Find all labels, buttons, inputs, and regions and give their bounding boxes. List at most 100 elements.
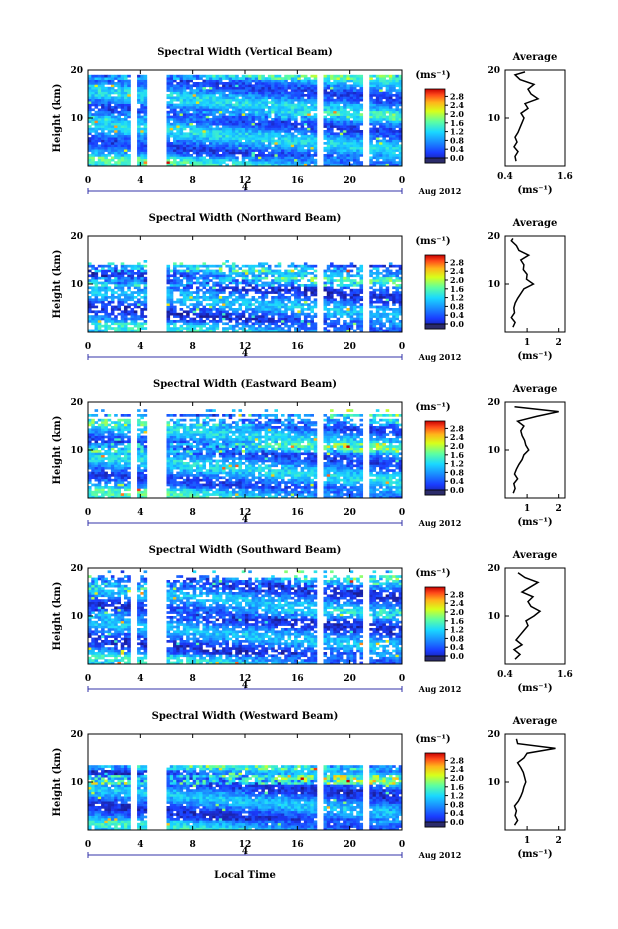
heatmap-cell <box>110 158 115 162</box>
heatmap-cell <box>91 303 95 306</box>
heatmap-cell <box>218 127 223 131</box>
heatmap-cell <box>313 91 318 95</box>
heatmap-cell <box>313 115 318 119</box>
heatmap-cell <box>248 151 252 155</box>
heatmap-cell <box>343 98 347 102</box>
heatmap-cell <box>330 308 334 311</box>
heatmap-cell <box>127 312 131 316</box>
heatmap-cell <box>104 272 108 275</box>
heatmap-cell <box>372 315 377 318</box>
heatmap-cell <box>277 272 282 275</box>
heatmap-cell <box>202 132 207 136</box>
heatmap-cell <box>339 327 344 330</box>
heatmap-cell <box>94 291 99 294</box>
heatmap-cell <box>202 146 207 150</box>
heatmap-cell <box>245 108 249 112</box>
heatmap-cell <box>336 127 341 131</box>
heatmap-cell <box>303 120 308 124</box>
heatmap-cell <box>104 296 108 299</box>
heatmap-cell <box>169 286 174 290</box>
heatmap-cell <box>382 139 386 143</box>
heatmap-cell <box>110 281 115 285</box>
heatmap-cell <box>297 320 301 323</box>
heatmap-cell <box>310 276 314 280</box>
heatmap-cell <box>248 84 252 88</box>
heatmap-cell <box>130 298 135 302</box>
heatmap-cell <box>94 276 99 280</box>
heatmap-cell <box>349 77 354 80</box>
heatmap-cell <box>382 110 386 114</box>
heatmap-cell <box>199 84 203 88</box>
heatmap-cell <box>264 296 269 299</box>
heatmap-cell <box>339 142 344 145</box>
heatmap-cell <box>212 113 216 116</box>
heatmap-cell <box>140 139 144 143</box>
heatmap-cell <box>310 84 314 88</box>
heatmap-cell <box>199 269 203 273</box>
heatmap-cell <box>349 296 354 299</box>
heatmap-cell <box>385 267 390 270</box>
heatmap-cell <box>388 79 393 83</box>
heatmap-cell <box>186 305 190 309</box>
heatmap-cell <box>225 158 229 162</box>
heatmap-cell <box>176 156 180 160</box>
heatmap-cell <box>313 154 318 157</box>
heatmap-cell <box>205 281 210 285</box>
heatmap-cell <box>385 303 390 306</box>
heatmap-cell <box>186 158 190 162</box>
heatmap-cell <box>258 269 262 273</box>
heatmap-cell <box>173 286 177 290</box>
heatmap-cell <box>101 267 105 270</box>
heatmap-cell <box>398 310 403 314</box>
heatmap-cell <box>140 327 144 330</box>
heatmap-cell <box>140 94 144 97</box>
heatmap-cell <box>140 303 144 306</box>
heatmap-cell <box>228 317 233 321</box>
heatmap-cell <box>173 132 177 136</box>
heatmap-cell <box>379 281 383 285</box>
heatmap-cell <box>179 279 184 282</box>
heatmap-cell <box>349 137 354 140</box>
heatmap-cell <box>267 156 272 160</box>
x-tick-label: 16 <box>291 342 304 352</box>
heatmap-cell <box>267 86 272 90</box>
heatmap-cell <box>254 113 259 116</box>
heatmap-cell <box>195 320 200 323</box>
heatmap-cell <box>333 132 337 136</box>
heatmap-cell <box>323 115 328 119</box>
heatmap-cell <box>264 82 269 85</box>
heatmap-cell <box>277 122 282 126</box>
heatmap-cell <box>192 132 197 136</box>
heatmap-cell <box>120 158 125 162</box>
heatmap-cell <box>375 264 380 268</box>
heatmap-cell <box>284 291 288 294</box>
heatmap-cell <box>264 79 269 83</box>
heatmap-cell <box>379 101 383 104</box>
heatmap-cell <box>101 151 105 155</box>
heatmap-cell <box>271 286 275 290</box>
heatmap-cell <box>303 163 308 167</box>
heatmap-cell <box>300 163 305 167</box>
heatmap-cell <box>290 134 295 138</box>
heatmap-cell <box>245 264 249 268</box>
heatmap-cell <box>287 91 292 95</box>
heatmap-cell <box>238 267 243 270</box>
heatmap-cell <box>245 329 249 333</box>
heatmap-cell <box>359 267 364 270</box>
heatmap-cell <box>271 281 275 285</box>
heatmap-cell <box>290 115 295 119</box>
heatmap-cell <box>166 144 171 148</box>
heatmap-cell <box>398 296 403 299</box>
heatmap-cell <box>349 293 354 297</box>
heatmap-cell <box>245 279 249 282</box>
heatmap-cell <box>287 276 292 280</box>
heatmap-cell <box>107 269 112 273</box>
heatmap-cell <box>169 305 174 309</box>
heatmap-cell <box>235 298 239 302</box>
heatmap-cell <box>382 84 386 88</box>
heatmap-cell <box>222 120 226 124</box>
heatmap-cell <box>369 315 373 318</box>
heatmap-cell <box>231 156 236 160</box>
heatmap-cell <box>369 101 373 104</box>
heatmap-cell <box>245 293 249 297</box>
